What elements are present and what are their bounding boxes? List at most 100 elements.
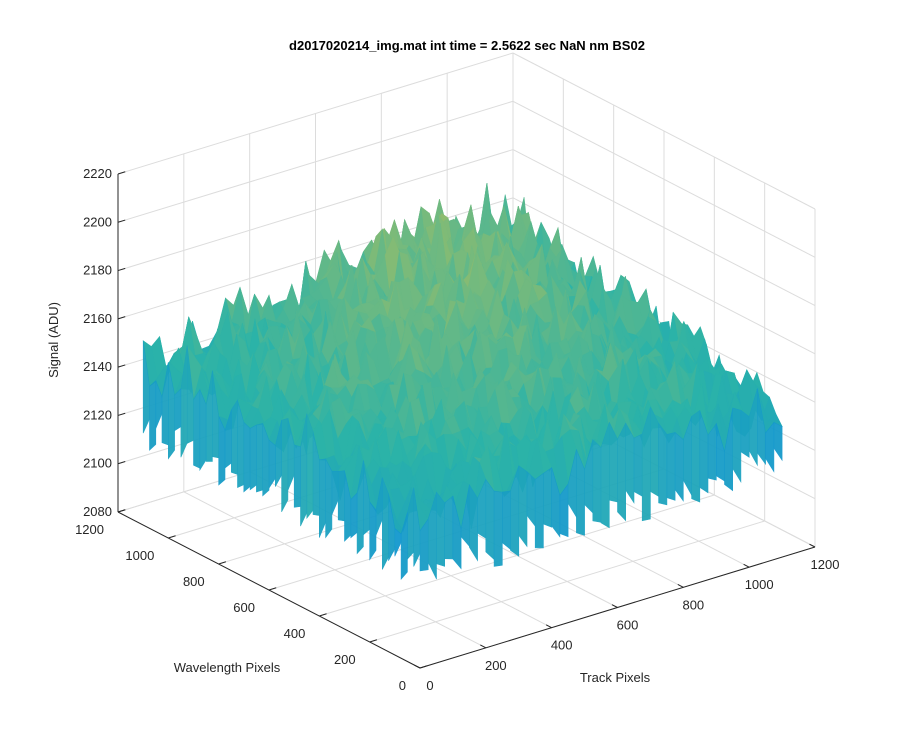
surface-edge [274, 420, 282, 487]
surface-edge [452, 495, 462, 570]
y-tick-label: 200 [334, 652, 356, 667]
x-tick [611, 604, 618, 608]
grid-line [117, 52, 514, 175]
surface-edge [256, 423, 264, 493]
surface-edge [724, 407, 734, 492]
surface-edge [427, 492, 437, 580]
surface-edge [174, 388, 182, 432]
surface-edge [699, 410, 709, 494]
surface-edge [419, 518, 429, 572]
y-tick [168, 535, 176, 539]
surface-edge [641, 406, 651, 522]
z-tick-label: 2180 [83, 263, 112, 278]
surface-edge [262, 423, 270, 497]
grid-line [512, 197, 816, 355]
surface-edge [485, 478, 495, 561]
x-tick-label: 200 [485, 658, 507, 673]
z-tick [117, 509, 126, 513]
surface-edge [369, 501, 377, 561]
grid-line [117, 100, 514, 223]
x-tick [743, 563, 750, 568]
surface-edge [293, 444, 301, 508]
z-tick-label: 2100 [83, 456, 112, 471]
y-tick-label: 400 [284, 626, 306, 641]
surface-edge [400, 512, 408, 580]
y-tick [268, 587, 277, 591]
surface-edge [318, 458, 326, 538]
y-tick [419, 665, 428, 669]
surface-edge [748, 388, 758, 467]
surface-edge [161, 362, 169, 446]
x-tick [677, 584, 684, 588]
z-tick [117, 461, 126, 465]
z-tick [117, 412, 126, 416]
surface-edge [281, 418, 289, 513]
surface-edge [413, 487, 421, 567]
surface-edge [559, 483, 569, 538]
x-tick-label: 1000 [745, 577, 774, 592]
grid-line [512, 149, 816, 307]
surface-edge [436, 491, 446, 567]
surface-edge [757, 388, 766, 466]
surface-edge [205, 370, 213, 462]
x-axis-label: Track Pixels [580, 670, 651, 685]
x-tick-label: 800 [682, 597, 704, 612]
surface-edge [518, 465, 528, 548]
surface-edge [543, 467, 553, 528]
z-tick [117, 219, 126, 223]
surface-edge [381, 477, 389, 570]
surface-edge [237, 400, 245, 488]
surface-edge [600, 422, 610, 529]
z-tick-label: 2120 [83, 407, 112, 422]
surface-edge [325, 458, 333, 539]
surface-edge [658, 422, 668, 506]
surface-edge [394, 527, 402, 557]
surface-edge [666, 432, 676, 501]
surface-edge [707, 422, 717, 481]
surface-edge [592, 438, 602, 523]
surface-edge [551, 467, 561, 538]
surface-edge [444, 495, 454, 560]
x-tick-label: 0 [426, 678, 433, 693]
surface-edge [526, 471, 536, 527]
z-tick [117, 171, 126, 175]
surface-edge [493, 490, 503, 567]
surface-edge [633, 433, 643, 497]
y-tick-label: 600 [233, 600, 255, 615]
z-tick-label: 2200 [83, 214, 112, 229]
surface-edge [356, 460, 364, 555]
y-tick [369, 639, 378, 643]
surface-edge [249, 424, 257, 491]
surface-edge [300, 413, 308, 527]
surface-edge [350, 492, 358, 539]
surface-edge [199, 389, 207, 472]
surface-edge [691, 409, 701, 503]
z-tick [117, 316, 126, 320]
y-tick-label: 800 [183, 574, 205, 589]
surface-edge [218, 416, 226, 486]
y-tick-label: 1000 [125, 548, 154, 563]
surface-edge [344, 470, 352, 542]
surface-edge [732, 407, 742, 483]
surface-edge [674, 431, 684, 502]
surface-plot [142, 182, 783, 580]
surface-edge [231, 399, 238, 475]
x-tick [545, 624, 552, 629]
surface-edge [625, 422, 635, 504]
z-axis-label: Signal (ADU) [46, 302, 61, 378]
surface-edge [534, 472, 544, 549]
y-tick-label: 1200 [75, 522, 104, 537]
surface-edge [510, 465, 520, 557]
surface-edge [765, 421, 775, 473]
z-tick-label: 2080 [83, 504, 112, 519]
surface-edge [617, 422, 627, 522]
grid-line [512, 100, 816, 258]
surface-edge [773, 422, 783, 462]
surface-edge [337, 470, 345, 522]
surface-edge [306, 413, 314, 520]
surface-edge [469, 483, 478, 562]
z-tick-label: 2140 [83, 359, 112, 374]
x-tick-label: 400 [551, 638, 573, 653]
axes: 0 200 400 600 800 1000 1200 0 200 400 600 800 1000 12… [75, 166, 839, 693]
